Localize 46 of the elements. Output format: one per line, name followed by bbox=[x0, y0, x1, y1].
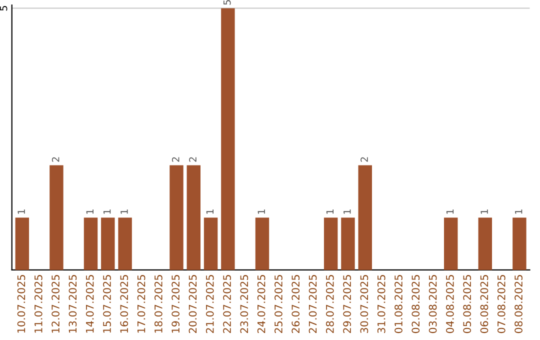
data-label: 1 bbox=[258, 210, 265, 214]
x-tick-label: 23.07.2025 bbox=[240, 275, 248, 334]
data-label: 2 bbox=[360, 157, 368, 162]
x-tick-label: 11.07.2025 bbox=[34, 275, 42, 333]
x-tick-label: 05.08.2025 bbox=[463, 275, 472, 334]
x-tick-label: 29.07.2025 bbox=[343, 275, 351, 334]
x-tick-label: 21.07.2025 bbox=[206, 275, 214, 334]
x-tick-label: 20.07.2025 bbox=[188, 275, 197, 334]
x-tick-label: 02.08.2025 bbox=[412, 275, 420, 334]
x-tick-label: 10.07.2025 bbox=[17, 275, 26, 333]
x-tick-label: 22.07.2025 bbox=[223, 275, 231, 334]
data-label: 1 bbox=[446, 210, 454, 214]
data-label: 1 bbox=[344, 210, 351, 214]
data-label: 1 bbox=[326, 210, 334, 214]
data-label: 2 bbox=[189, 157, 196, 162]
x-tick-label: 08.08.2025 bbox=[514, 275, 522, 334]
x-tick-label: 07.08.2025 bbox=[497, 275, 506, 334]
x-tick-label: 19.07.2025 bbox=[172, 275, 180, 333]
data-label: 5 bbox=[224, 0, 231, 5]
x-tick-label: 15.07.2025 bbox=[103, 275, 111, 333]
data-label: 1 bbox=[480, 210, 488, 214]
x-tick-label: 27.07.2025 bbox=[308, 275, 317, 334]
x-tick-label: 13.07.2025 bbox=[68, 275, 77, 333]
x-tick-label: 28.07.2025 bbox=[326, 275, 334, 334]
data-label: 1 bbox=[206, 210, 214, 214]
data-label: 1 bbox=[86, 210, 94, 214]
data-label: 1 bbox=[515, 210, 522, 214]
data-label: 1 bbox=[104, 210, 111, 214]
x-tick-label: 06.08.2025 bbox=[480, 275, 488, 334]
data-label: 2 bbox=[52, 157, 60, 162]
x-tick-label: 31.07.2025 bbox=[377, 275, 386, 333]
x-tick-label: 18.07.2025 bbox=[154, 275, 162, 333]
x-tick-label: 26.07.2025 bbox=[292, 275, 300, 334]
x-tick-label: 17.07.2025 bbox=[137, 275, 146, 333]
x-tick-label: 14.07.2025 bbox=[86, 275, 94, 333]
x-tick-label: 24.07.2025 bbox=[257, 275, 266, 334]
x-tick-label: 04.08.2025 bbox=[446, 275, 454, 334]
x-tick-label: 01.08.2025 bbox=[394, 275, 402, 334]
x-tick-label: 03.08.2025 bbox=[428, 275, 437, 334]
data-label: 2 bbox=[172, 157, 180, 162]
data-label: 1 bbox=[120, 210, 128, 214]
x-tick-label: 12.07.2025 bbox=[52, 275, 60, 333]
x-tick-label: 16.07.2025 bbox=[120, 275, 128, 333]
x-tick-label: 30.07.2025 bbox=[360, 275, 368, 333]
data-label: 1 bbox=[18, 210, 25, 214]
x-tick-label: 25.07.2025 bbox=[274, 275, 282, 334]
